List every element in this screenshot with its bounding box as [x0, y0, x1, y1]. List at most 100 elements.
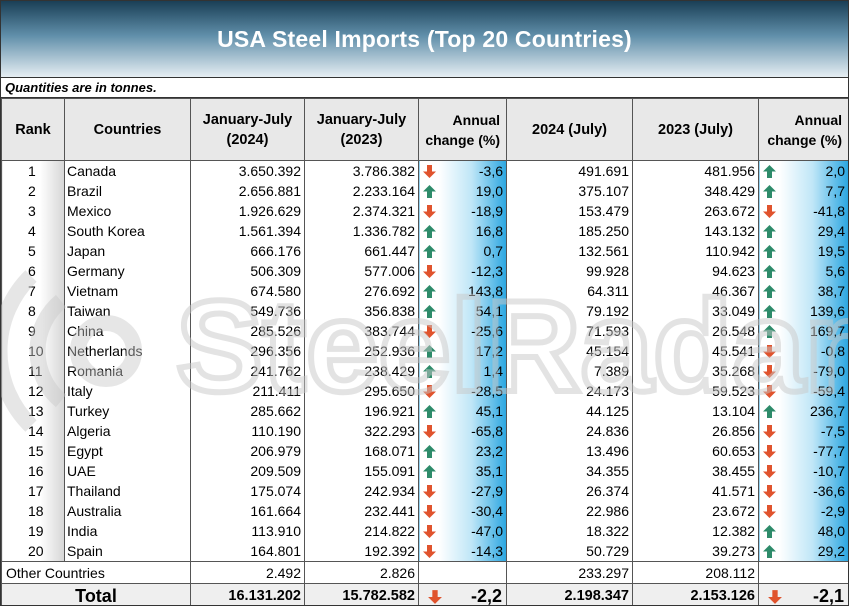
arrow-down-icon — [763, 385, 776, 398]
annual-change-1-value: 1,4 — [483, 363, 503, 379]
jan-jul-2023-cell: 232.441 — [304, 501, 419, 521]
other-change-2 — [758, 561, 848, 584]
july-2024-cell: 34.355 — [506, 461, 633, 481]
table-row: 13 Turkey 285.662 196.921 45,1 44.125 13.104 23… — [1, 401, 848, 421]
annual-change-2-cell: 169,7 — [758, 321, 848, 341]
arrow-up-icon — [423, 305, 436, 318]
july-2023-cell: 35.268 — [632, 361, 759, 381]
table-row: 15 Egypt 206.979 168.071 23,2 13.496 60.653 -77… — [1, 441, 848, 461]
arrow-up-icon — [763, 185, 776, 198]
table-row: 16 UAE 209.509 155.091 35,1 34.355 38.455 -10,7 — [1, 461, 848, 481]
table-row: 17 Thailand 175.074 242.934 -27,9 26.374 41.57… — [1, 481, 848, 501]
annual-change-2-value: 29,2 — [817, 543, 845, 559]
jan-jul-2024-cell: 175.074 — [190, 481, 305, 501]
table-row: 3 Mexico 1.926.629 2.374.321 -18,9 153.479 263… — [1, 201, 848, 221]
annual-change-2-cell: -79,0 — [758, 361, 848, 381]
annual-change-2-value: -79,0 — [813, 363, 845, 379]
country-cell: Algeria — [64, 421, 191, 441]
july-2023-cell: 59.523 — [632, 381, 759, 401]
jan-jul-2023-cell: 661.447 — [304, 241, 419, 261]
table-row: 7 Vietnam 674.580 276.692 143,8 64.311 46.367 3… — [1, 281, 848, 301]
july-2023-cell: 46.367 — [632, 281, 759, 301]
country-cell: Turkey — [64, 401, 191, 421]
annual-change-2-value: -36,6 — [813, 483, 845, 499]
annual-change-2-cell: 5,6 — [758, 261, 848, 281]
annual-change-2-value: -0,8 — [820, 343, 845, 359]
rank-cell: 1 — [1, 160, 65, 181]
jan-jul-2023-cell: 196.921 — [304, 401, 419, 421]
arrow-down-icon — [428, 590, 442, 604]
july-2024-cell: 13.496 — [506, 441, 633, 461]
jan-jul-2023-cell: 295.650 — [304, 381, 419, 401]
arrow-down-icon — [763, 445, 776, 458]
jan-jul-2024-cell: 110.190 — [190, 421, 305, 441]
header-july-2024: 2024 (July) — [506, 98, 633, 161]
rank-cell: 15 — [1, 441, 65, 461]
table-row: 18 Australia 161.664 232.441 -30,4 22.986 23.6… — [1, 501, 848, 521]
annual-change-2-value: -7,5 — [820, 423, 845, 439]
arrow-down-icon — [423, 545, 436, 558]
arrow-down-icon — [423, 425, 436, 438]
jan-jul-2023-cell: 2.233.164 — [304, 181, 419, 201]
total-change-1: -2,2 — [418, 583, 507, 605]
annual-change-1-cell: 143,8 — [418, 281, 507, 301]
annual-change-1-value: -25,6 — [471, 323, 503, 339]
total-label: Total — [1, 583, 191, 605]
rank-cell: 8 — [1, 301, 65, 321]
jan-jul-2023-cell: 356.838 — [304, 301, 419, 321]
arrow-down-icon — [763, 485, 776, 498]
jan-jul-2023-cell: 192.392 — [304, 541, 419, 562]
july-2023-cell: 38.455 — [632, 461, 759, 481]
annual-change-1-cell: 17,2 — [418, 341, 507, 361]
country-cell: Australia — [64, 501, 191, 521]
annual-change-2-cell: 29,4 — [758, 221, 848, 241]
annual-change-1-cell: 54,1 — [418, 301, 507, 321]
arrow-up-icon — [423, 225, 436, 238]
jan-jul-2023-cell: 155.091 — [304, 461, 419, 481]
annual-change-1-value: -30,4 — [471, 503, 503, 519]
other-jan-jul-2023: 2.826 — [304, 561, 419, 584]
annual-change-1-value: 35,1 — [475, 463, 503, 479]
jan-jul-2024-cell: 2.656.881 — [190, 181, 305, 201]
annual-change-2-value: -41,8 — [813, 203, 845, 219]
total-change-2: -2,1 — [758, 583, 848, 605]
july-2024-cell: 26.374 — [506, 481, 633, 501]
annual-change-1-cell: 0,7 — [418, 241, 507, 261]
annual-change-1-value: -27,9 — [471, 483, 503, 499]
jan-jul-2024-cell: 674.580 — [190, 281, 305, 301]
arrow-down-icon — [768, 590, 782, 604]
other-july-2024: 233.297 — [506, 561, 633, 584]
units-note: Quantities are in tonnes. — [1, 78, 848, 98]
annual-change-2-cell: -7,5 — [758, 421, 848, 441]
july-2024-cell: 7.389 — [506, 361, 633, 381]
country-cell: Romania — [64, 361, 191, 381]
header-annual-change-2: Annual change (%) — [758, 98, 848, 161]
rank-cell: 3 — [1, 201, 65, 221]
rank-cell: 4 — [1, 221, 65, 241]
jan-jul-2023-cell: 322.293 — [304, 421, 419, 441]
country-cell: UAE — [64, 461, 191, 481]
total-jan-jul-2023: 15.782.582 — [304, 583, 419, 605]
annual-change-1-cell: -28,5 — [418, 381, 507, 401]
jan-jul-2024-cell: 209.509 — [190, 461, 305, 481]
header-annual-change-1: Annual change (%) — [418, 98, 507, 161]
arrow-up-icon — [763, 245, 776, 258]
july-2023-cell: 12.382 — [632, 521, 759, 541]
jan-jul-2024-cell: 206.979 — [190, 441, 305, 461]
july-2024-cell: 44.125 — [506, 401, 633, 421]
annual-change-2-value: -10,7 — [813, 463, 845, 479]
arrow-up-icon — [423, 245, 436, 258]
jan-jul-2024-cell: 506.309 — [190, 261, 305, 281]
arrow-down-icon — [423, 505, 436, 518]
page-title: USA Steel Imports (Top 20 Countries) — [217, 25, 632, 52]
total-july-2023: 2.153.126 — [632, 583, 759, 605]
table-row: 6 Germany 506.309 577.006 -12,3 99.928 94.623 5… — [1, 261, 848, 281]
july-2023-cell: 143.132 — [632, 221, 759, 241]
country-cell: Japan — [64, 241, 191, 261]
annual-change-1-value: -18,9 — [471, 203, 503, 219]
jan-jul-2024-cell: 285.662 — [190, 401, 305, 421]
annual-change-2-value: 139,6 — [809, 303, 845, 319]
arrow-down-icon — [763, 205, 776, 218]
arrow-up-icon — [763, 525, 776, 538]
